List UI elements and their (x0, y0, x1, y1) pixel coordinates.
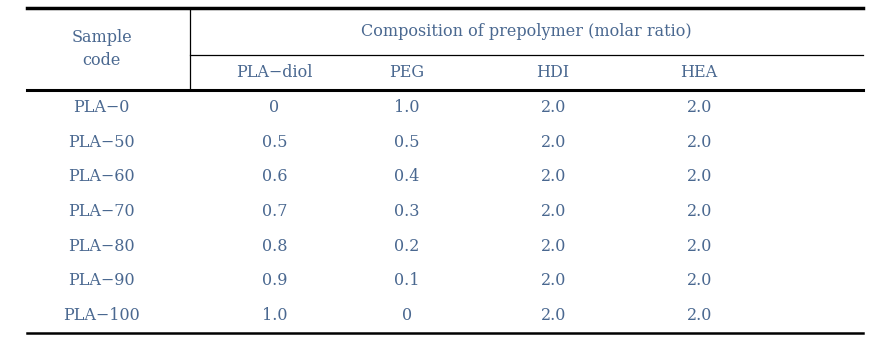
Text: 2.0: 2.0 (541, 203, 566, 220)
Text: 0.2: 0.2 (395, 238, 419, 255)
Text: HEA: HEA (681, 64, 718, 81)
Text: PLA−90: PLA−90 (68, 272, 135, 290)
Text: PLA−50: PLA−50 (68, 134, 135, 151)
Text: PLA−70: PLA−70 (68, 203, 135, 220)
Text: PLA−60: PLA−60 (68, 168, 135, 185)
Text: 0: 0 (269, 99, 280, 116)
Text: 0.9: 0.9 (262, 272, 287, 290)
Text: 0.7: 0.7 (262, 203, 287, 220)
Text: 2.0: 2.0 (687, 134, 712, 151)
Text: 2.0: 2.0 (541, 272, 566, 290)
Text: PLA−diol: PLA−diol (236, 64, 312, 81)
Text: 0.8: 0.8 (262, 238, 287, 255)
Text: 2.0: 2.0 (541, 168, 566, 185)
Text: 0.4: 0.4 (395, 168, 419, 185)
Text: 2.0: 2.0 (541, 99, 566, 116)
Text: 1.0: 1.0 (395, 99, 419, 116)
Text: 2.0: 2.0 (687, 99, 712, 116)
Text: 2.0: 2.0 (541, 238, 566, 255)
Text: 0.5: 0.5 (395, 134, 419, 151)
Text: 0.6: 0.6 (262, 168, 287, 185)
Text: Sample
code: Sample code (72, 29, 132, 69)
Text: 2.0: 2.0 (687, 307, 712, 324)
Text: 0: 0 (402, 307, 412, 324)
Text: PLA−100: PLA−100 (64, 307, 140, 324)
Text: HDI: HDI (536, 64, 570, 81)
Text: 2.0: 2.0 (541, 134, 566, 151)
Text: 2.0: 2.0 (541, 307, 566, 324)
Text: 0.5: 0.5 (262, 134, 287, 151)
Text: 2.0: 2.0 (687, 272, 712, 290)
Text: 2.0: 2.0 (687, 168, 712, 185)
Text: 2.0: 2.0 (687, 203, 712, 220)
Text: PEG: PEG (389, 64, 425, 81)
Text: 0.3: 0.3 (395, 203, 419, 220)
Text: PLA−0: PLA−0 (73, 99, 130, 116)
Text: PLA−80: PLA−80 (68, 238, 135, 255)
Text: Composition of prepolymer (molar ratio): Composition of prepolymer (molar ratio) (361, 23, 692, 40)
Text: 1.0: 1.0 (262, 307, 287, 324)
Text: 0.1: 0.1 (395, 272, 419, 290)
Text: 2.0: 2.0 (687, 238, 712, 255)
